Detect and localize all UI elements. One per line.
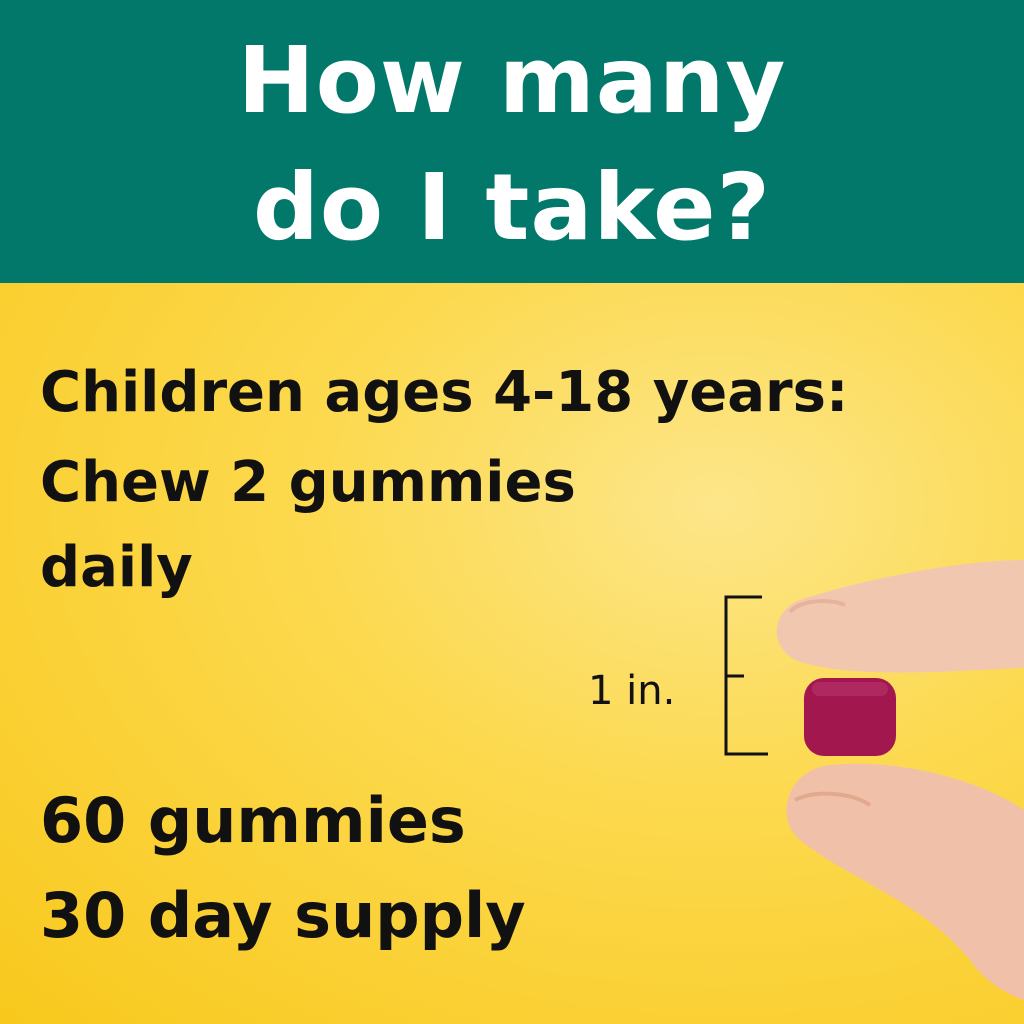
title-line-1: How many xyxy=(237,27,787,134)
supply-count: 60 gummies xyxy=(40,784,466,857)
size-label: 1 in. xyxy=(588,668,676,714)
size-bracket xyxy=(724,595,768,756)
gummy xyxy=(804,678,896,756)
dosage-line-3: daily xyxy=(40,535,193,600)
supply-days: 30 day supply xyxy=(40,879,526,952)
header-banner: How many do I take? xyxy=(0,0,1024,283)
dosage-line-2: Chew 2 gummies xyxy=(40,450,576,515)
thumb xyxy=(786,763,1024,1000)
dosage-line-1: Children ages 4-18 years: xyxy=(40,360,849,425)
title-line-2: do I take? xyxy=(253,154,771,261)
upper-finger xyxy=(776,560,1024,673)
